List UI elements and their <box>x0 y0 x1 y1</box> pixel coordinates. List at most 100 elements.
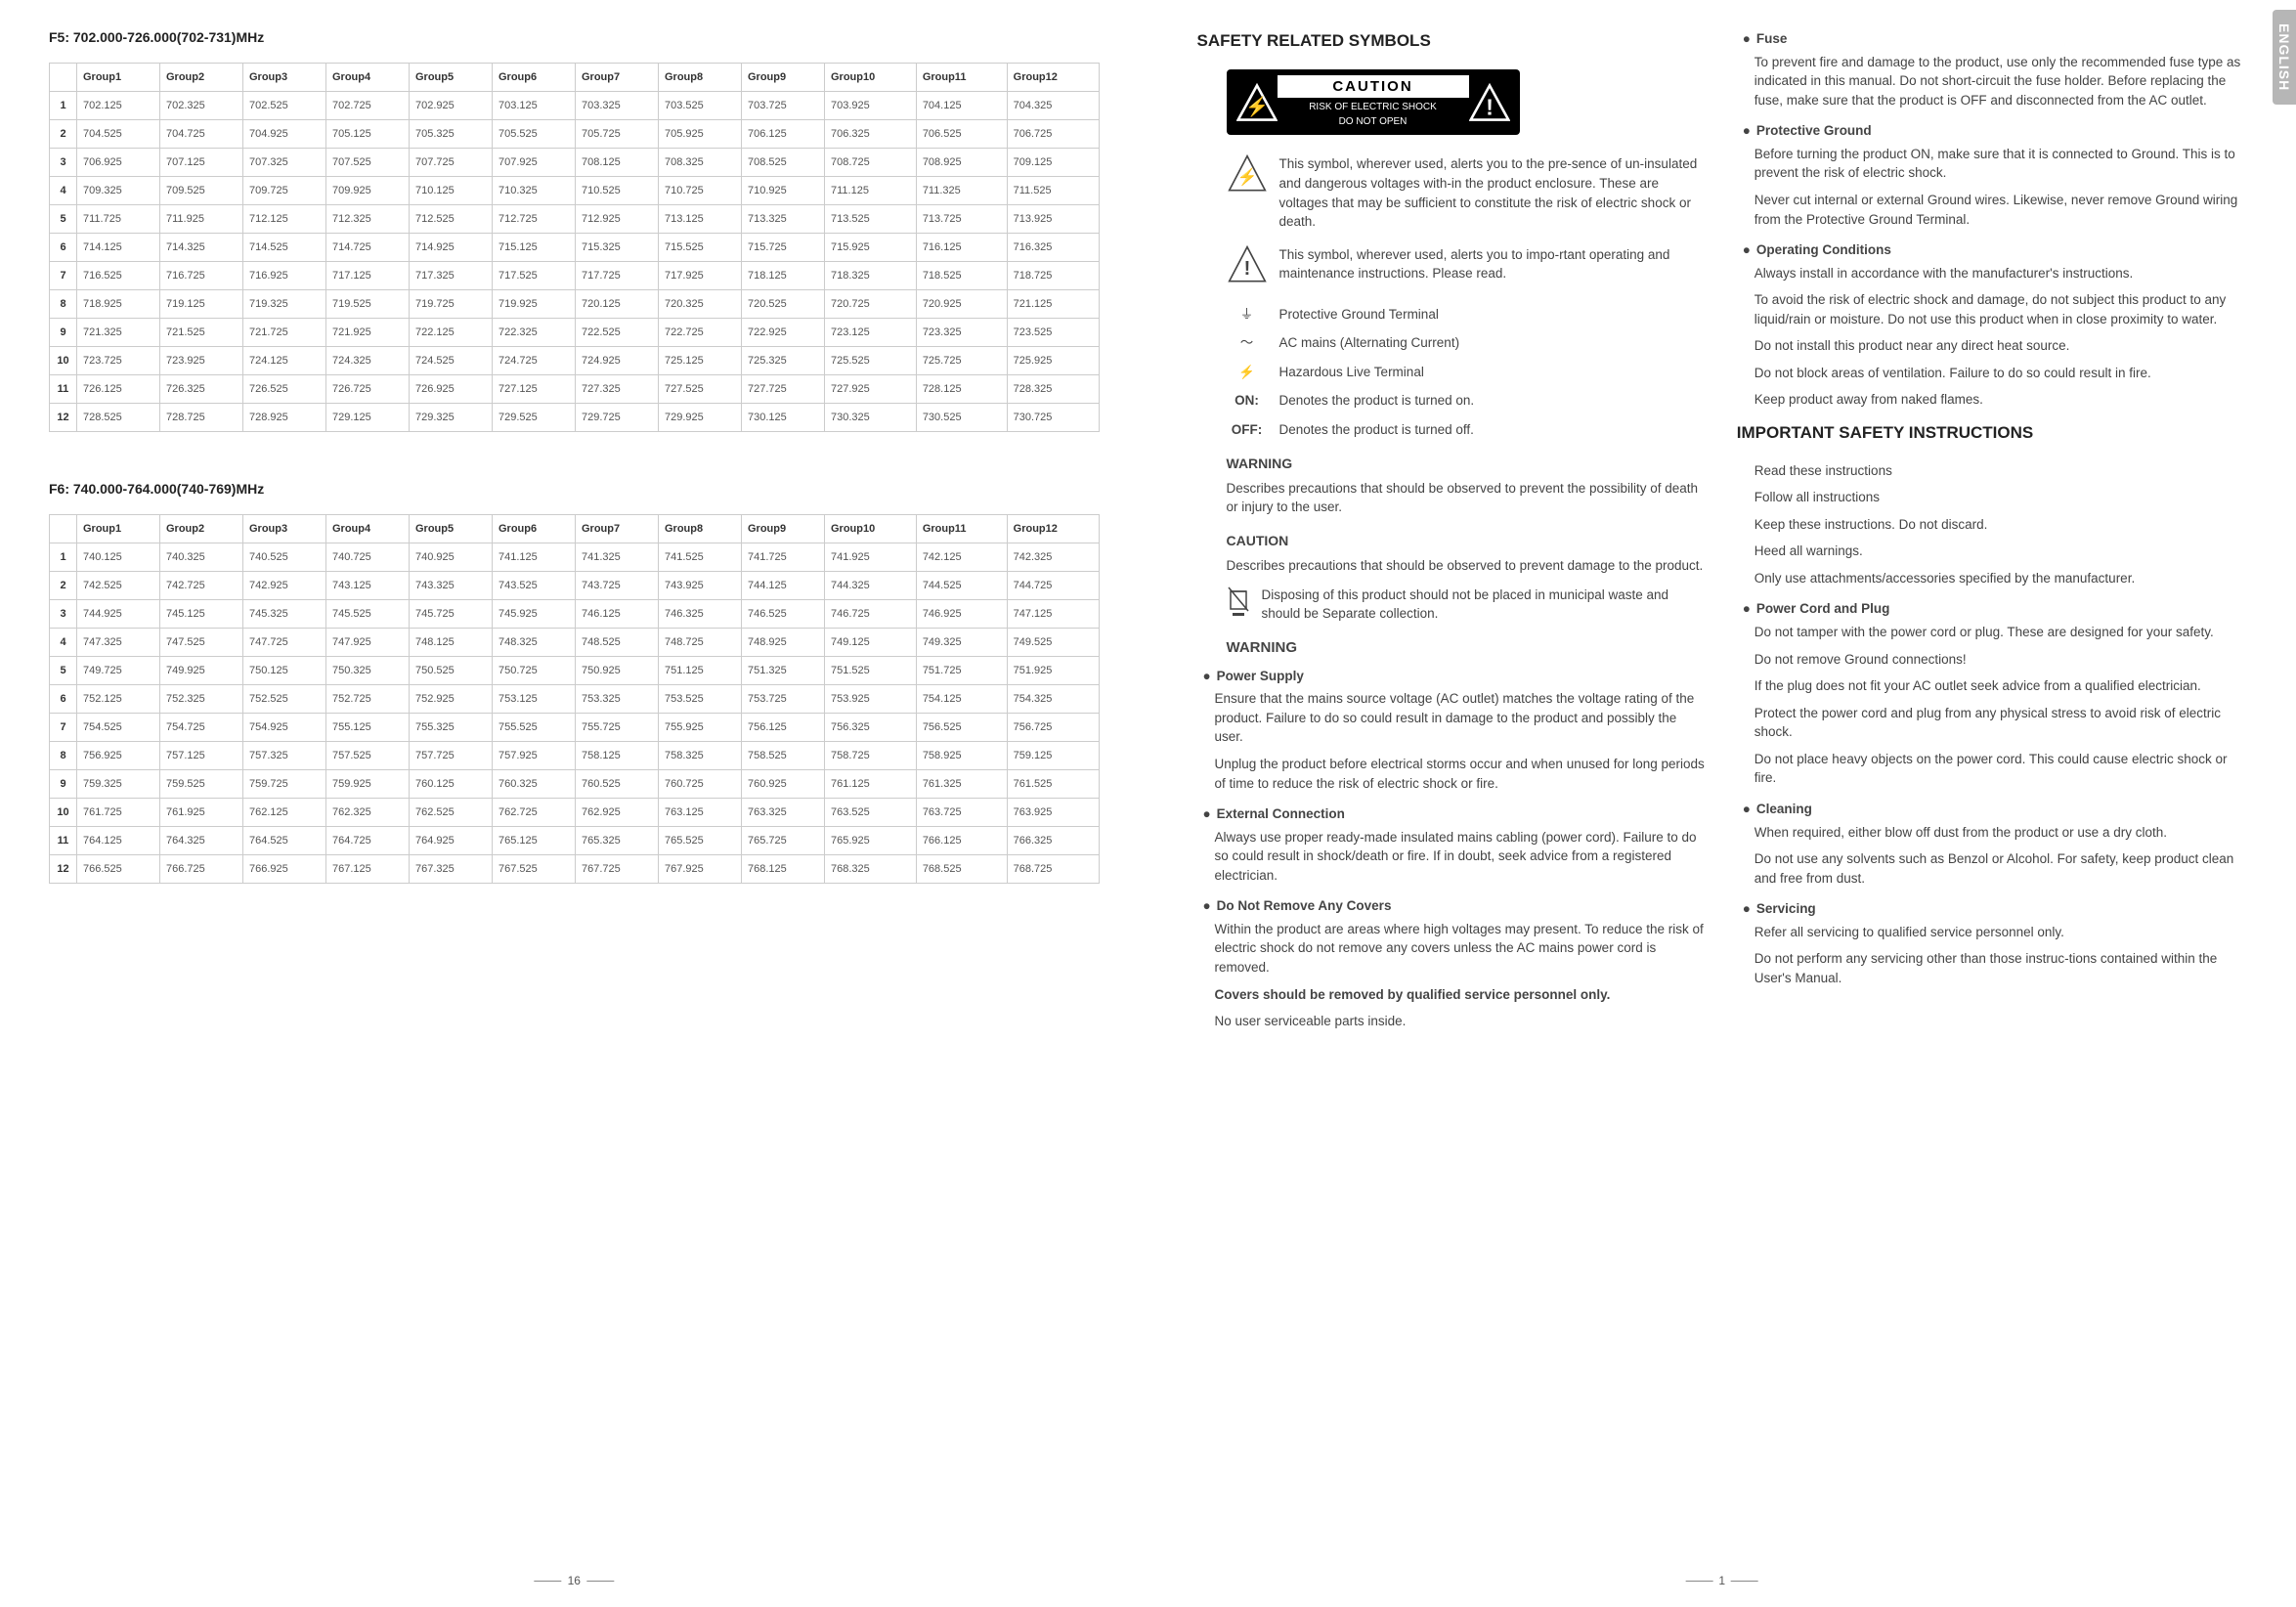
table-cell: 716.125 <box>916 234 1007 262</box>
table-rownum: 5 <box>50 205 77 234</box>
opcond-p1: Always install in accordance with the ma… <box>1754 264 2247 283</box>
table-cell: 755.325 <box>410 714 493 742</box>
opcond-p4: Do not block areas of ventilation. Failu… <box>1754 364 2247 383</box>
table-cell: 724.525 <box>410 347 493 375</box>
table-header: Group12 <box>1007 64 1099 92</box>
table-cell: 747.725 <box>243 629 326 657</box>
table-cell: 705.325 <box>410 120 493 149</box>
table-cell: 717.525 <box>493 262 576 290</box>
table-cell: 707.925 <box>493 149 576 177</box>
table-cell: 718.325 <box>825 262 917 290</box>
servicing-p2: Do not perform any servicing other than … <box>1754 949 2247 987</box>
table-cell: 760.125 <box>410 770 493 799</box>
table-cell: 747.525 <box>160 629 243 657</box>
hazlive-text: Hazardous Live Terminal <box>1279 363 1424 382</box>
table-cell: 709.525 <box>160 177 243 205</box>
table-cell: 720.525 <box>742 290 825 319</box>
page-left: F5: 702.000-726.000(702-731)MHz Group1Gr… <box>0 0 1148 1607</box>
table-cell: 728.325 <box>1007 375 1099 404</box>
table-f6: Group1Group2Group3Group4Group5Group6Grou… <box>49 514 1100 884</box>
table-cell: 702.725 <box>326 92 410 120</box>
table-row: 6752.125752.325752.525752.725752.925753.… <box>50 685 1100 714</box>
caution-label: CAUTION <box>1278 75 1469 99</box>
table-header: Group11 <box>916 515 1007 543</box>
table-rownum: 2 <box>50 120 77 149</box>
powercord-p4: Protect the power cord and plug from any… <box>1754 704 2247 742</box>
table-cell: 709.725 <box>243 177 326 205</box>
table-cell: 763.925 <box>1007 799 1099 827</box>
table-cell: 750.725 <box>493 657 576 685</box>
table-cell: 748.925 <box>742 629 825 657</box>
table-cell: 720.925 <box>916 290 1007 319</box>
table-cell: 722.125 <box>410 319 493 347</box>
table-cell: 742.925 <box>243 572 326 600</box>
table-cell: 707.725 <box>410 149 493 177</box>
table-header: Group11 <box>916 64 1007 92</box>
table-cell: 746.925 <box>916 600 1007 629</box>
table-row: 10761.725761.925762.125762.325762.525762… <box>50 799 1100 827</box>
table-rownum: 12 <box>50 404 77 432</box>
table-cell: 761.925 <box>160 799 243 827</box>
table-rownum: 2 <box>50 572 77 600</box>
table-cell: 757.925 <box>493 742 576 770</box>
caution-line2: DO NOT OPEN <box>1339 116 1408 127</box>
off-label: OFF: <box>1227 420 1268 440</box>
caution-def: Describes precautions that should be obs… <box>1197 556 1708 576</box>
table-cell: 743.925 <box>659 572 742 600</box>
table-cell: 719.125 <box>160 290 243 319</box>
table-cell: 746.525 <box>742 600 825 629</box>
table-rownum: 4 <box>50 629 77 657</box>
table-cell: 765.125 <box>493 827 576 855</box>
table-header <box>50 64 77 92</box>
table-cell: 753.125 <box>493 685 576 714</box>
table-rownum: 8 <box>50 290 77 319</box>
table-cell: 759.325 <box>77 770 160 799</box>
table-cell: 750.925 <box>576 657 659 685</box>
table-cell: 764.725 <box>326 827 410 855</box>
protground-h: Protective Ground <box>1756 121 2247 141</box>
table-cell: 713.125 <box>659 205 742 234</box>
table-cell: 751.725 <box>916 657 1007 685</box>
table-cell: 725.525 <box>825 347 917 375</box>
table-cell: 768.125 <box>742 855 825 884</box>
table-cell: 718.925 <box>77 290 160 319</box>
important-p5: Only use attachments/accessories specifi… <box>1754 569 2247 588</box>
table-cell: 749.325 <box>916 629 1007 657</box>
protground-p2: Never cut internal or external Ground wi… <box>1754 191 2247 229</box>
servicing-h: Servicing <box>1756 899 2247 919</box>
table-cell: 741.325 <box>576 543 659 572</box>
table-rownum: 3 <box>50 149 77 177</box>
table-rownum: 7 <box>50 714 77 742</box>
table-cell: 721.525 <box>160 319 243 347</box>
table-cell: 715.925 <box>825 234 917 262</box>
table-cell: 721.125 <box>1007 290 1099 319</box>
table-cell: 757.525 <box>326 742 410 770</box>
table-cell: 724.325 <box>326 347 410 375</box>
table-cell: 730.525 <box>916 404 1007 432</box>
table-cell: 708.125 <box>576 149 659 177</box>
table-row: 4747.325747.525747.725747.925748.125748.… <box>50 629 1100 657</box>
table-cell: 756.925 <box>77 742 160 770</box>
important-p1: Read these instructions <box>1754 461 2247 481</box>
table-cell: 756.125 <box>742 714 825 742</box>
table-cell: 710.525 <box>576 177 659 205</box>
table-row: 9721.325721.525721.725721.925722.125722.… <box>50 319 1100 347</box>
powersupply-h: Power Supply <box>1217 667 1708 686</box>
powersupply-p2: Unplug the product before electrical sto… <box>1215 755 1708 793</box>
table-cell: 714.325 <box>160 234 243 262</box>
table-cell: 745.525 <box>326 600 410 629</box>
table-cell: 766.525 <box>77 855 160 884</box>
svg-text:!: ! <box>1243 258 1250 280</box>
alert-triangle-icon: ! <box>1469 82 1510 123</box>
table-cell: 725.325 <box>742 347 825 375</box>
table-cell: 704.725 <box>160 120 243 149</box>
table-header: Group10 <box>825 64 917 92</box>
table-rownum: 11 <box>50 827 77 855</box>
important-p3: Keep these instructions. Do not discard. <box>1754 515 2247 535</box>
table-cell: 726.325 <box>160 375 243 404</box>
table-cell: 766.725 <box>160 855 243 884</box>
table-cell: 746.725 <box>825 600 917 629</box>
table-cell: 705.925 <box>659 120 742 149</box>
table-header: Group1 <box>77 64 160 92</box>
table-rownum: 6 <box>50 234 77 262</box>
